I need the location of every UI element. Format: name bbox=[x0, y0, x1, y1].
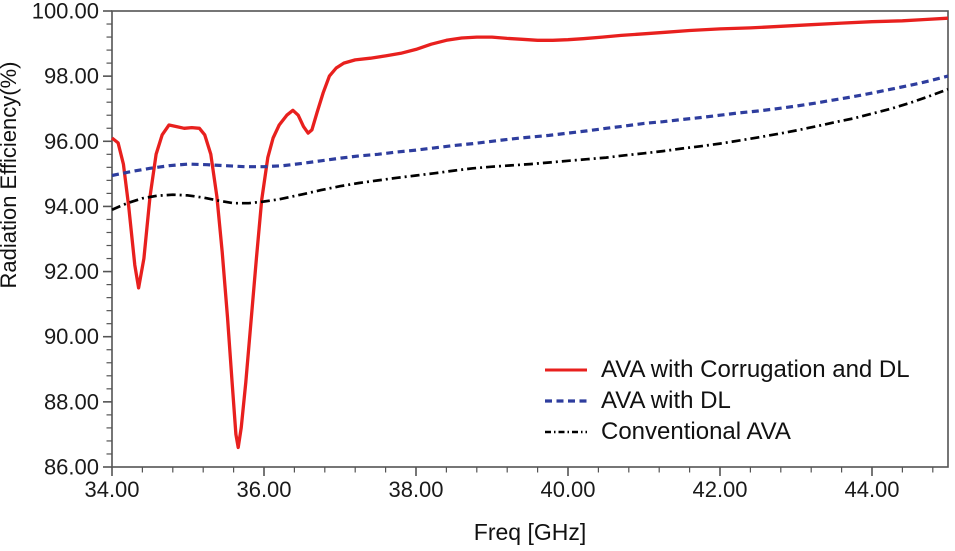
legend-item-conventional-ava: Conventional AVA bbox=[543, 416, 910, 447]
axis-tick-labels: 34.00 36.00 38.00 40.00 42.00 44.00 86.00 88.00… bbox=[32, 0, 900, 502]
legend-item-ava-dl: AVA with DL bbox=[543, 385, 910, 416]
legend: AVA with Corrugation and DL AVA with DL … bbox=[543, 354, 910, 447]
legend-label: AVA with DL bbox=[601, 387, 731, 414]
legend-label: Conventional AVA bbox=[601, 418, 791, 445]
series-line-1 bbox=[111, 74, 949, 178]
legend-label: AVA with Corrugation and DL bbox=[601, 356, 910, 383]
axis-ticks bbox=[103, 10, 934, 476]
x-axis-title: Freq [GHz] bbox=[474, 519, 586, 545]
dashdot-black-line-swatch bbox=[543, 428, 589, 436]
solid-red-line-swatch bbox=[543, 366, 589, 374]
y-tick-label: 92.00 bbox=[44, 259, 99, 284]
x-tick-label: 36.00 bbox=[236, 477, 291, 502]
y-tick-label: 90.00 bbox=[44, 324, 99, 349]
y-tick-label: 94.00 bbox=[44, 194, 99, 219]
y-tick-label: 86.00 bbox=[44, 455, 99, 480]
plot-frame bbox=[111, 10, 949, 468]
y-tick-label: 96.00 bbox=[44, 129, 99, 154]
x-tick-label: 42.00 bbox=[692, 477, 747, 502]
y-tick-label: 88.00 bbox=[44, 389, 99, 414]
x-tick-label: 40.00 bbox=[540, 477, 595, 502]
series-line-0 bbox=[110, 16, 949, 450]
data-series-lines bbox=[110, 16, 949, 450]
dashed-blue-line-swatch bbox=[543, 397, 589, 405]
y-tick-label: 98.00 bbox=[44, 64, 99, 89]
x-tick-label: 34.00 bbox=[84, 477, 139, 502]
x-tick-label: 38.00 bbox=[388, 477, 443, 502]
series-line-2 bbox=[111, 87, 949, 211]
legend-item-ava-corrugation-dl: AVA with Corrugation and DL bbox=[543, 354, 910, 385]
y-axis-title: Radiation Efficiency(%) bbox=[0, 61, 21, 288]
y-tick-label: 100.00 bbox=[32, 0, 99, 24]
x-tick-label: 44.00 bbox=[844, 477, 899, 502]
plot-border bbox=[111, 10, 949, 468]
